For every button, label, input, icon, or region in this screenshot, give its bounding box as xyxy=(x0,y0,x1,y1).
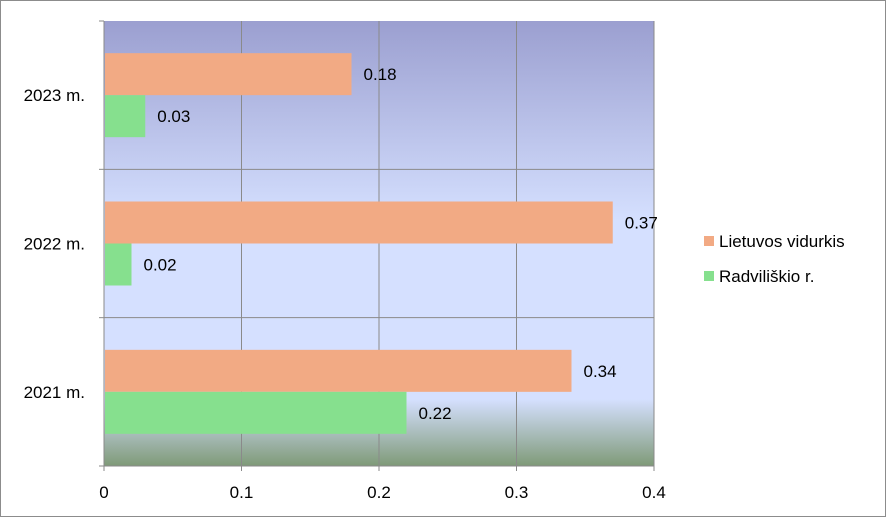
y-axis: 2021 m. 2022 m. 2023 m. xyxy=(24,20,105,467)
x-tick-label: 0 xyxy=(99,483,108,502)
data-label: 0.18 xyxy=(364,65,397,84)
x-tick-label: 0.2 xyxy=(367,483,391,502)
x-tick-label: 0.3 xyxy=(505,483,529,502)
bar-lietuvos-vidurkis xyxy=(105,349,572,392)
bar-lietuvos-vidurkis xyxy=(105,53,352,96)
legend-label: Radviliškio r. xyxy=(719,267,814,286)
y-category-label: 2021 m. xyxy=(24,383,85,402)
data-label: 0.22 xyxy=(419,404,452,423)
data-labels: 0.34 0.22 0.37 0.02 0.18 0.03 xyxy=(144,65,658,423)
x-axis: 0 0.1 0.2 0.3 0.4 xyxy=(99,465,666,502)
legend-label: Lietuvos vidurkis xyxy=(719,232,845,251)
data-label: 0.02 xyxy=(144,256,177,275)
bar-radviliskio xyxy=(105,95,146,138)
data-label: 0.37 xyxy=(625,214,658,233)
legend: Lietuvos vidurkis Radviliškio r. xyxy=(704,232,845,286)
legend-swatch xyxy=(704,236,714,246)
bar-lietuvos-vidurkis xyxy=(105,201,613,244)
bars xyxy=(105,53,613,434)
bar-radviliskio xyxy=(105,391,407,434)
bar-radviliskio xyxy=(105,243,132,286)
x-tick-label: 0.4 xyxy=(642,483,666,502)
y-category-label: 2023 m. xyxy=(24,86,85,105)
data-label: 0.34 xyxy=(584,362,617,381)
x-tick-label: 0.1 xyxy=(230,483,254,502)
y-category-label: 2022 m. xyxy=(24,235,85,254)
data-label: 0.03 xyxy=(157,107,190,126)
legend-swatch xyxy=(704,271,714,281)
